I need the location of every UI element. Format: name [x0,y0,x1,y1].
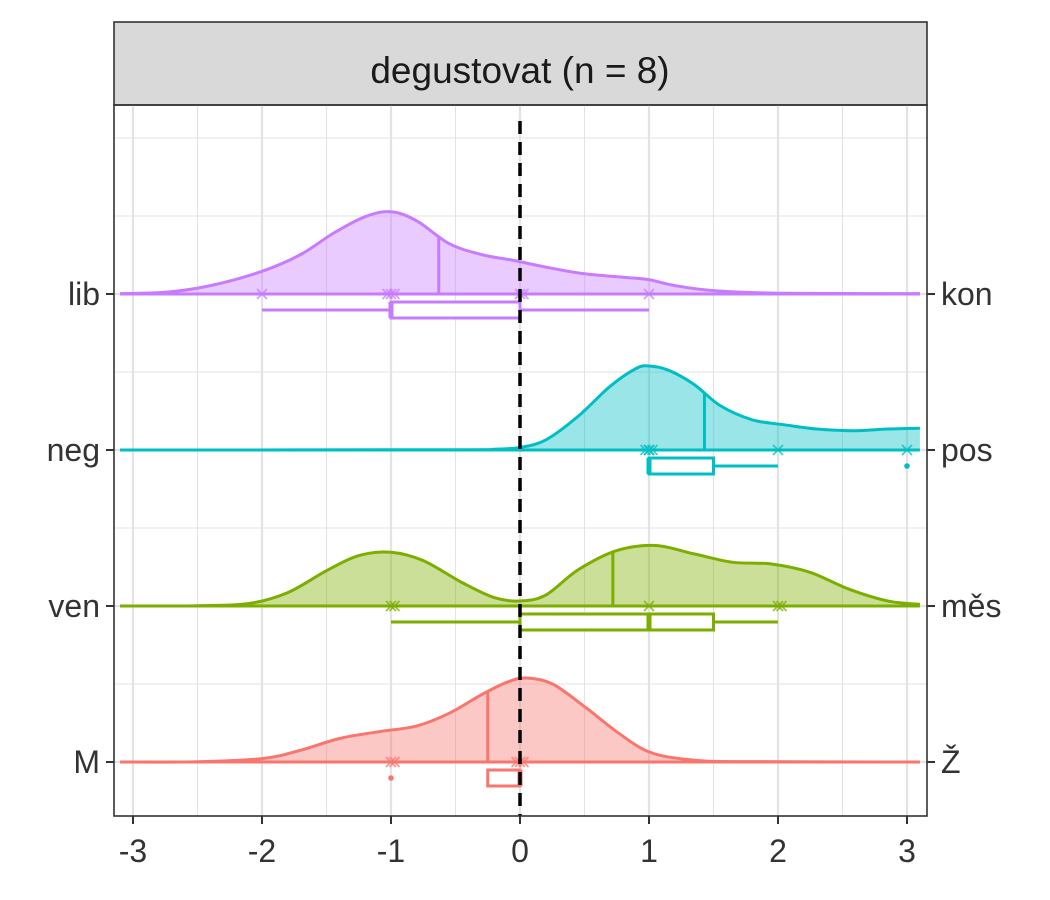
data-point [639,444,652,456]
x-tick-label: 0 [511,833,529,869]
data-point [775,600,788,612]
x-tick-label: -1 [377,833,405,869]
box-iqr [647,456,715,476]
data-point [772,600,784,612]
y-label-left: ven [48,588,100,624]
data-point [643,288,655,300]
data-point [256,288,268,300]
x-tick-label: 1 [640,833,658,869]
y-label-right: pos [941,432,993,468]
data-point [772,444,784,456]
y-label-left: lib [68,276,100,312]
density-curve [120,676,920,764]
data-point [643,600,655,612]
outlier-point [904,463,910,469]
x-tick-label: 2 [769,833,787,869]
x-tick-label: -2 [248,833,276,869]
y-label-right: měs [941,588,1001,624]
ridge-neg-pos [120,364,920,476]
data-point [385,756,397,768]
data-point [385,600,397,612]
density-curve [120,210,920,296]
y-label-left: M [73,744,100,780]
data-point [388,756,401,768]
data-point [388,600,401,612]
data-point [385,288,397,300]
density-curve [120,543,921,608]
y-label-left: neg [47,432,100,468]
panel-title: degustovat (n = 8) [370,50,669,91]
y-label-right: Ž [941,744,961,780]
ridge-ven-měs [120,543,921,632]
x-axis: -3 -2 -1 0 1 2 3 [119,816,916,869]
density-area [120,365,920,450]
ridge-lib-kon [120,210,920,320]
density-area [120,211,920,294]
outlier-point [388,775,394,781]
x-tick-label: -3 [119,833,147,869]
y-axis-left: lib neg ven M [47,276,114,780]
y-axis-right: kon pos měs Ž [927,276,1001,780]
box-iqr [518,612,715,632]
y-label-right: kon [941,276,993,312]
data-point [901,444,913,456]
box-iqr [486,768,522,788]
data-point [643,444,655,456]
x-tick-label: 3 [898,833,916,869]
data-point [381,288,394,300]
box-iqr [389,300,522,320]
panel-strip [113,21,928,106]
